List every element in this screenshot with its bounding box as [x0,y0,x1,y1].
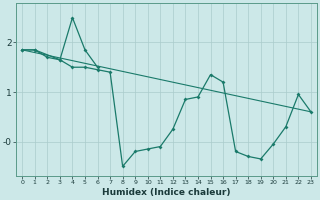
X-axis label: Humidex (Indice chaleur): Humidex (Indice chaleur) [102,188,231,197]
